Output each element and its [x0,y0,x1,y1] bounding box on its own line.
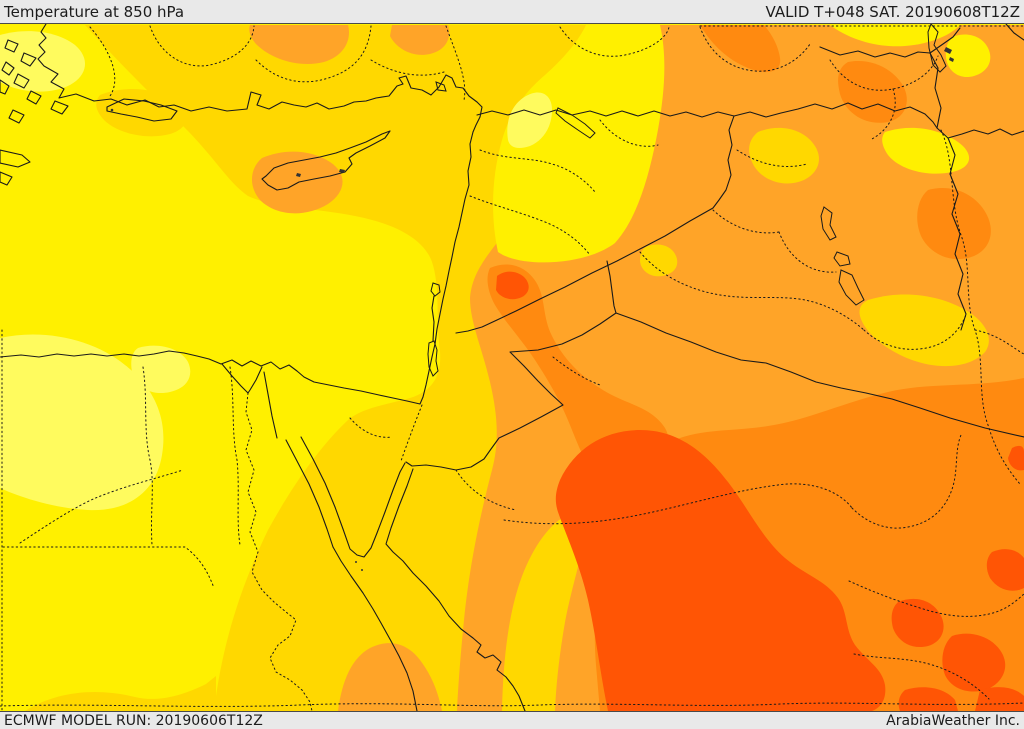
pale-yellow-patches [0,31,191,511]
jordan-saudi-border [405,312,617,471]
turkey-syria-iraq-border [476,102,938,129]
deep-orange-patches [487,25,991,480]
cyprus-island [261,130,391,191]
weather-map [0,24,1024,712]
anatolia-small-lake [435,81,447,92]
jordan-iraq-border [606,260,617,314]
model-run-label: ECMWF MODEL RUN: 20190606T12Z [4,712,263,729]
footer-bar: ECMWF MODEL RUN: 20190606T12Z ArabiaWeat… [0,711,1024,729]
sea-of-galilee [430,282,441,297]
header-bar: Temperature at 850 hPa VALID T+048 SAT. … [0,0,1024,24]
lake-habbaniyah [833,251,851,267]
coastlines [0,24,526,712]
gold-east-patches [502,127,989,711]
iraq-saudi-border [615,312,1024,438]
gold-west-patches [25,88,216,711]
red-sea-coastline [285,436,526,712]
red-orange-patches [496,271,1024,711]
dead-sea [427,340,439,377]
orange-west-patches [249,25,450,711]
pale-yellow-aleppo-patch [507,92,552,148]
temperature-field [0,24,1024,712]
valid-time-label: VALID T+048 SAT. 20190608T12Z [765,2,1020,21]
syria-iraq-border [455,115,735,334]
nile-river [245,392,313,712]
suez-canal [263,371,278,439]
lakes [427,24,954,377]
country-borders [405,24,1024,471]
credit-label: ArabiaWeather Inc. [886,712,1020,729]
turkey-caucasus-border [819,46,967,331]
yellow-east-patches [493,25,991,263]
mediterranean-coastline [0,24,483,405]
lake-urmia [927,24,947,73]
lake-razaza [838,269,865,306]
lake-tharthar [820,206,837,241]
aegean-islands [0,39,178,186]
admin-boundaries [0,25,1024,712]
lake-assad [555,107,596,139]
nile-delta [221,363,263,394]
jordan-river [431,295,435,342]
map-title: Temperature at 850 hPa [4,2,185,21]
